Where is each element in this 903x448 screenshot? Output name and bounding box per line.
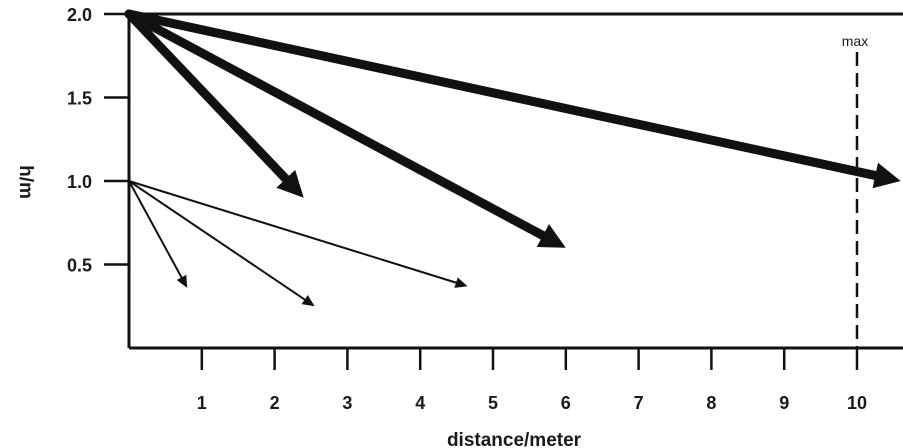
arrow-shaft <box>124 9 550 241</box>
x-tick-label: 7 <box>634 393 644 413</box>
reference-lines: max <box>842 33 868 348</box>
arrow-shaft <box>124 9 882 181</box>
arrow-series-3 <box>124 9 901 189</box>
arrow-shaft <box>128 180 184 280</box>
arrow-series-2 <box>124 9 566 248</box>
arrow-head <box>276 169 304 198</box>
x-tick-label: 4 <box>415 393 425 413</box>
arrow-shaft <box>128 180 459 285</box>
arrow-head <box>176 274 188 288</box>
arrow-series-4 <box>128 180 188 288</box>
x-tick-label: 6 <box>561 393 571 413</box>
y-axis-title: h/m <box>15 165 36 199</box>
arrows <box>124 9 901 307</box>
arrow-series-5 <box>128 180 315 307</box>
arrow-head <box>872 162 901 189</box>
y-tick-label: 1.0 <box>67 172 92 192</box>
x-tick-label: 10 <box>847 393 867 413</box>
arrow-shaft <box>124 9 292 185</box>
x-tick-label: 8 <box>706 393 716 413</box>
y-tick-label: 2.0 <box>67 5 92 25</box>
arrow-head <box>454 277 468 288</box>
x-tick-label: 9 <box>779 393 789 413</box>
max-reference-label: max <box>842 33 868 49</box>
x-tick-label: 3 <box>342 393 352 413</box>
x-axis-title: distance/meter <box>447 430 582 448</box>
y-tick-label: 0.5 <box>67 256 92 276</box>
arrow-shaft <box>128 180 307 302</box>
arrow-head <box>536 224 566 248</box>
y-tick-label: 1.5 <box>67 89 92 109</box>
arrow-head <box>301 295 315 307</box>
arrow-series-6 <box>128 180 468 288</box>
x-tick-label: 2 <box>270 393 280 413</box>
axes: 1 2 3 4 5 6 7 8 9 10 0.5 1.0 1.5 2.0 <box>67 5 903 413</box>
x-tick-label: 1 <box>197 393 207 413</box>
x-tick-label: 5 <box>488 393 498 413</box>
arrow-series-1 <box>124 9 304 198</box>
